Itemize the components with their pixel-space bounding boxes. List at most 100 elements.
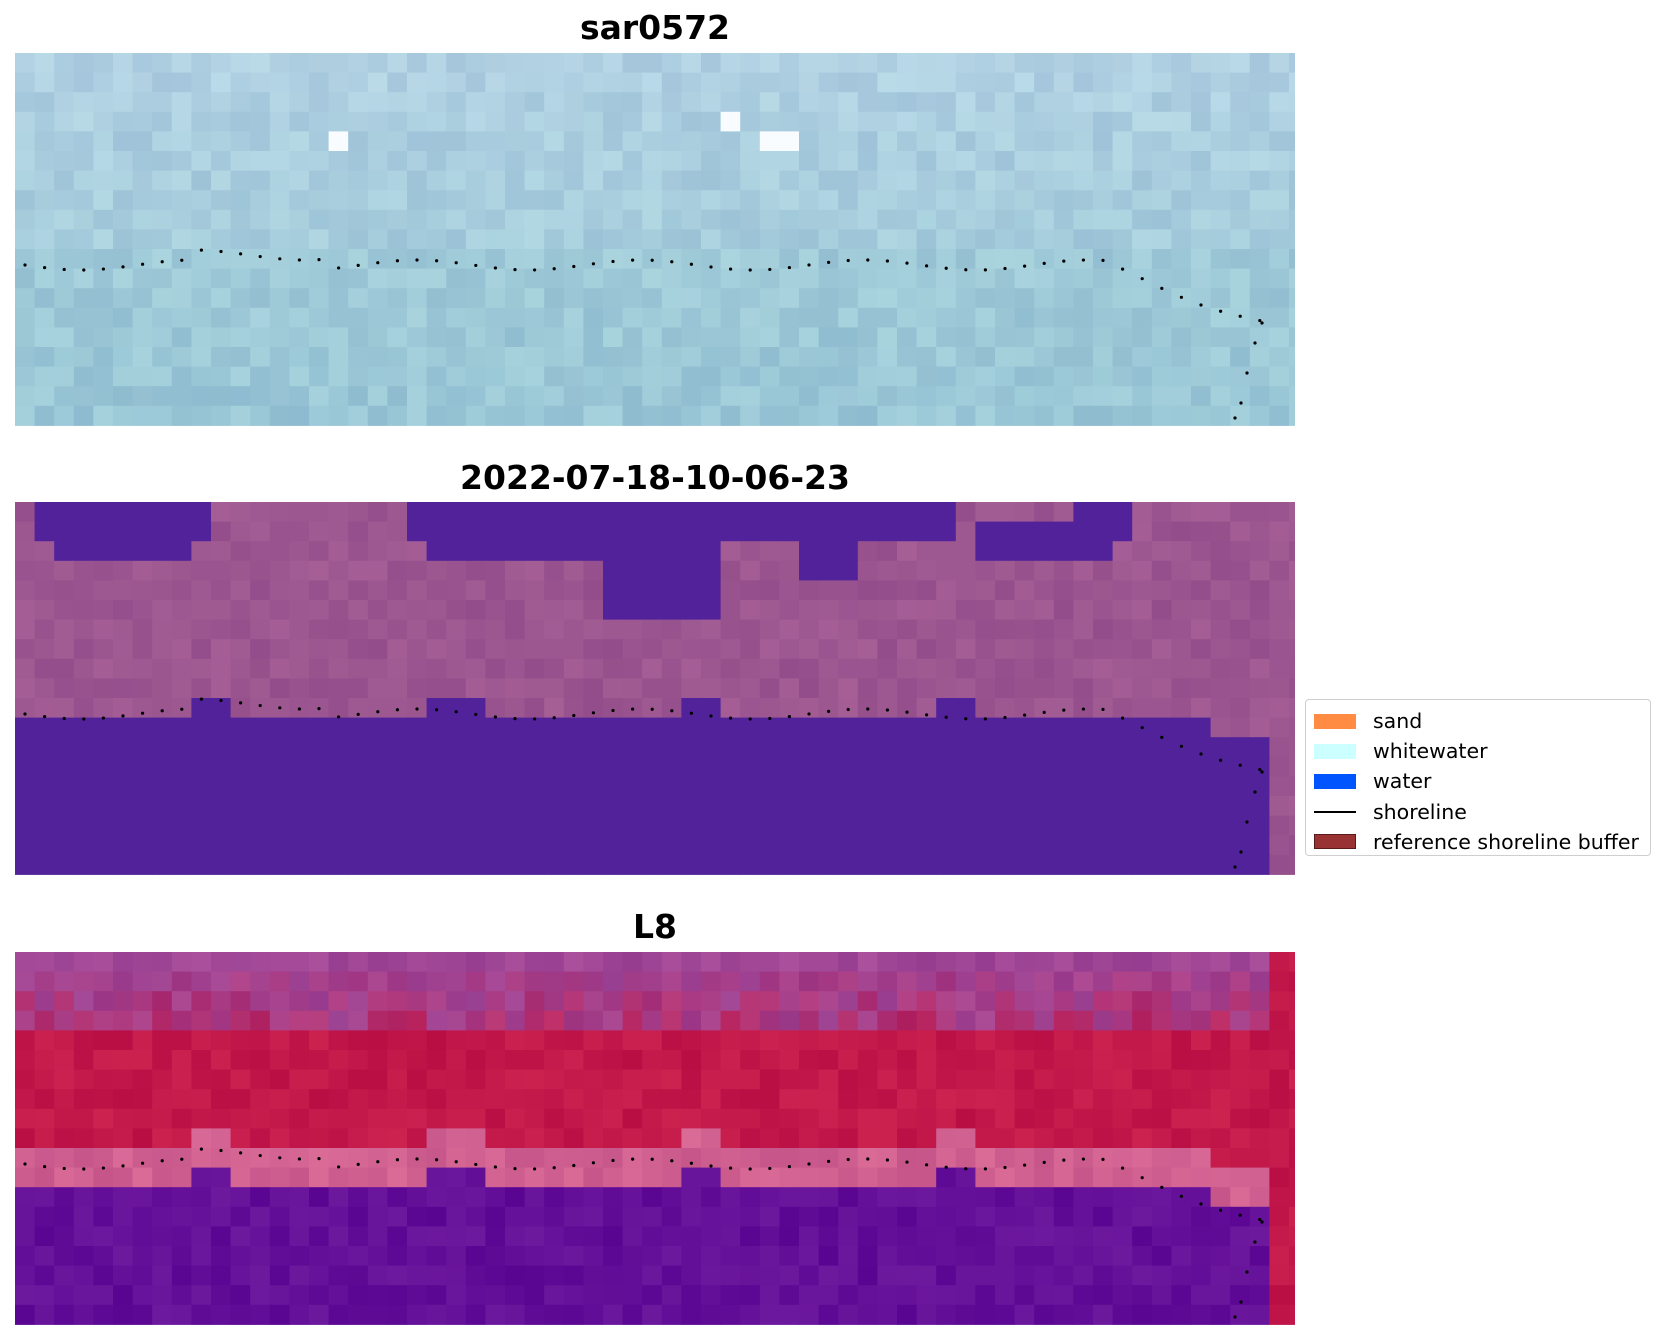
sar-pixel xyxy=(1171,229,1192,250)
sar-pixel xyxy=(446,229,467,250)
classified-pixel xyxy=(54,776,75,797)
l8-pixel xyxy=(1014,1167,1035,1188)
sar-pixel xyxy=(367,209,388,230)
sar-pixel xyxy=(230,92,251,113)
classified-pixel xyxy=(603,639,624,660)
sar-pixel xyxy=(1112,111,1133,132)
l8-pixel xyxy=(465,1010,486,1031)
classified-pixel xyxy=(1230,835,1251,856)
classified-pixel xyxy=(309,776,330,797)
classified-pixel xyxy=(250,521,271,542)
sar-pixel xyxy=(15,72,36,93)
classified-pixel xyxy=(269,737,290,758)
classified-pixel xyxy=(661,815,682,836)
sar-pixel xyxy=(407,209,428,230)
sar-pixel xyxy=(1269,366,1290,387)
l8-pixel xyxy=(230,1089,251,1110)
l8-pixel xyxy=(1093,1226,1114,1247)
l8-pixel xyxy=(1230,1069,1251,1090)
l8-pixel xyxy=(1034,1206,1055,1227)
sar-pixel xyxy=(1093,72,1114,93)
classified-pixel xyxy=(1171,796,1192,817)
l8-pixel xyxy=(642,1108,663,1129)
classified-pixel xyxy=(1112,521,1133,542)
classified-shoreline-point xyxy=(552,716,556,720)
classified-pixel xyxy=(1132,776,1153,797)
sar-pixel xyxy=(1289,405,1295,426)
sar-pixel xyxy=(465,151,486,172)
sar-pixel xyxy=(289,405,310,426)
l8-pixel xyxy=(1171,1148,1192,1169)
classified-pixel xyxy=(936,737,957,758)
l8-pixel xyxy=(818,1226,839,1247)
sar-pixel xyxy=(1053,288,1074,309)
classified-pixel xyxy=(583,560,604,581)
l8-pixel xyxy=(955,971,976,992)
sar-pixel xyxy=(838,405,859,426)
sar-shoreline-point xyxy=(591,262,596,266)
l8-pixel xyxy=(1171,1206,1192,1227)
sar-pixel xyxy=(211,190,232,211)
sar-pixel xyxy=(73,366,94,387)
sar-pixel xyxy=(1073,111,1094,132)
classified-pixel xyxy=(1289,639,1295,660)
l8-pixel xyxy=(328,1167,349,1188)
l8-pixel xyxy=(1249,1148,1270,1169)
sar-pixel xyxy=(1034,386,1055,407)
classified-pixel xyxy=(1289,776,1295,797)
sar-pixel xyxy=(661,209,682,230)
l8-pixel xyxy=(54,1050,75,1071)
l8-pixel xyxy=(622,1108,643,1129)
sar-shoreline-point xyxy=(160,260,164,264)
classified-pixel xyxy=(544,658,565,679)
sar-pixel xyxy=(838,92,859,113)
classified-pixel xyxy=(289,521,310,542)
l8-pixel xyxy=(1014,1265,1035,1286)
sar-pixel xyxy=(955,249,976,270)
sar-shoreline-point xyxy=(1081,258,1085,262)
classified-pixel xyxy=(544,580,565,601)
classified-pixel xyxy=(465,580,486,601)
sar-pixel xyxy=(740,190,761,211)
classified-pixel xyxy=(642,580,663,601)
sar-pixel xyxy=(367,229,388,250)
sar-pixel xyxy=(720,111,741,132)
l8-pixel xyxy=(1093,1206,1114,1227)
classified-pixel xyxy=(348,815,369,836)
classified-pixel xyxy=(661,502,682,523)
classified-pixel xyxy=(367,737,388,758)
l8-pixel xyxy=(269,1069,290,1090)
l8-pixel xyxy=(916,1128,937,1149)
classified-pixel xyxy=(779,698,800,719)
l8-pixel xyxy=(936,1226,957,1247)
sar-pixel xyxy=(328,111,349,132)
classified-pixel xyxy=(818,854,839,875)
sar-pixel xyxy=(250,229,271,250)
sar-pixel xyxy=(367,386,388,407)
sar-pixel xyxy=(93,111,114,132)
sar-pixel xyxy=(661,53,682,74)
l8-pixel xyxy=(916,1148,937,1169)
l8-pixel xyxy=(1249,1069,1270,1090)
sar-pixel xyxy=(1210,209,1231,230)
l8-pixel xyxy=(857,971,878,992)
l8-pixel xyxy=(1151,1069,1172,1090)
l8-pixel xyxy=(446,1069,467,1090)
l8-pixel xyxy=(603,952,624,973)
classified-pixel xyxy=(720,737,741,758)
l8-pixel xyxy=(289,1226,310,1247)
sar-pixel xyxy=(1191,307,1212,328)
l8-pixel xyxy=(269,1226,290,1247)
l8-pixel xyxy=(936,1265,957,1286)
l8-pixel xyxy=(113,1010,134,1031)
sar-pixel xyxy=(132,366,153,387)
l8-pixel xyxy=(152,1285,173,1306)
l8-pixel xyxy=(1132,1206,1153,1227)
sar-pixel xyxy=(877,386,898,407)
sar-pixel xyxy=(877,405,898,426)
sar-pixel xyxy=(563,249,584,270)
sar-pixel xyxy=(1210,249,1231,270)
sar-pixel xyxy=(1073,209,1094,230)
sar-pixel xyxy=(701,288,722,309)
classified-pixel xyxy=(211,580,232,601)
